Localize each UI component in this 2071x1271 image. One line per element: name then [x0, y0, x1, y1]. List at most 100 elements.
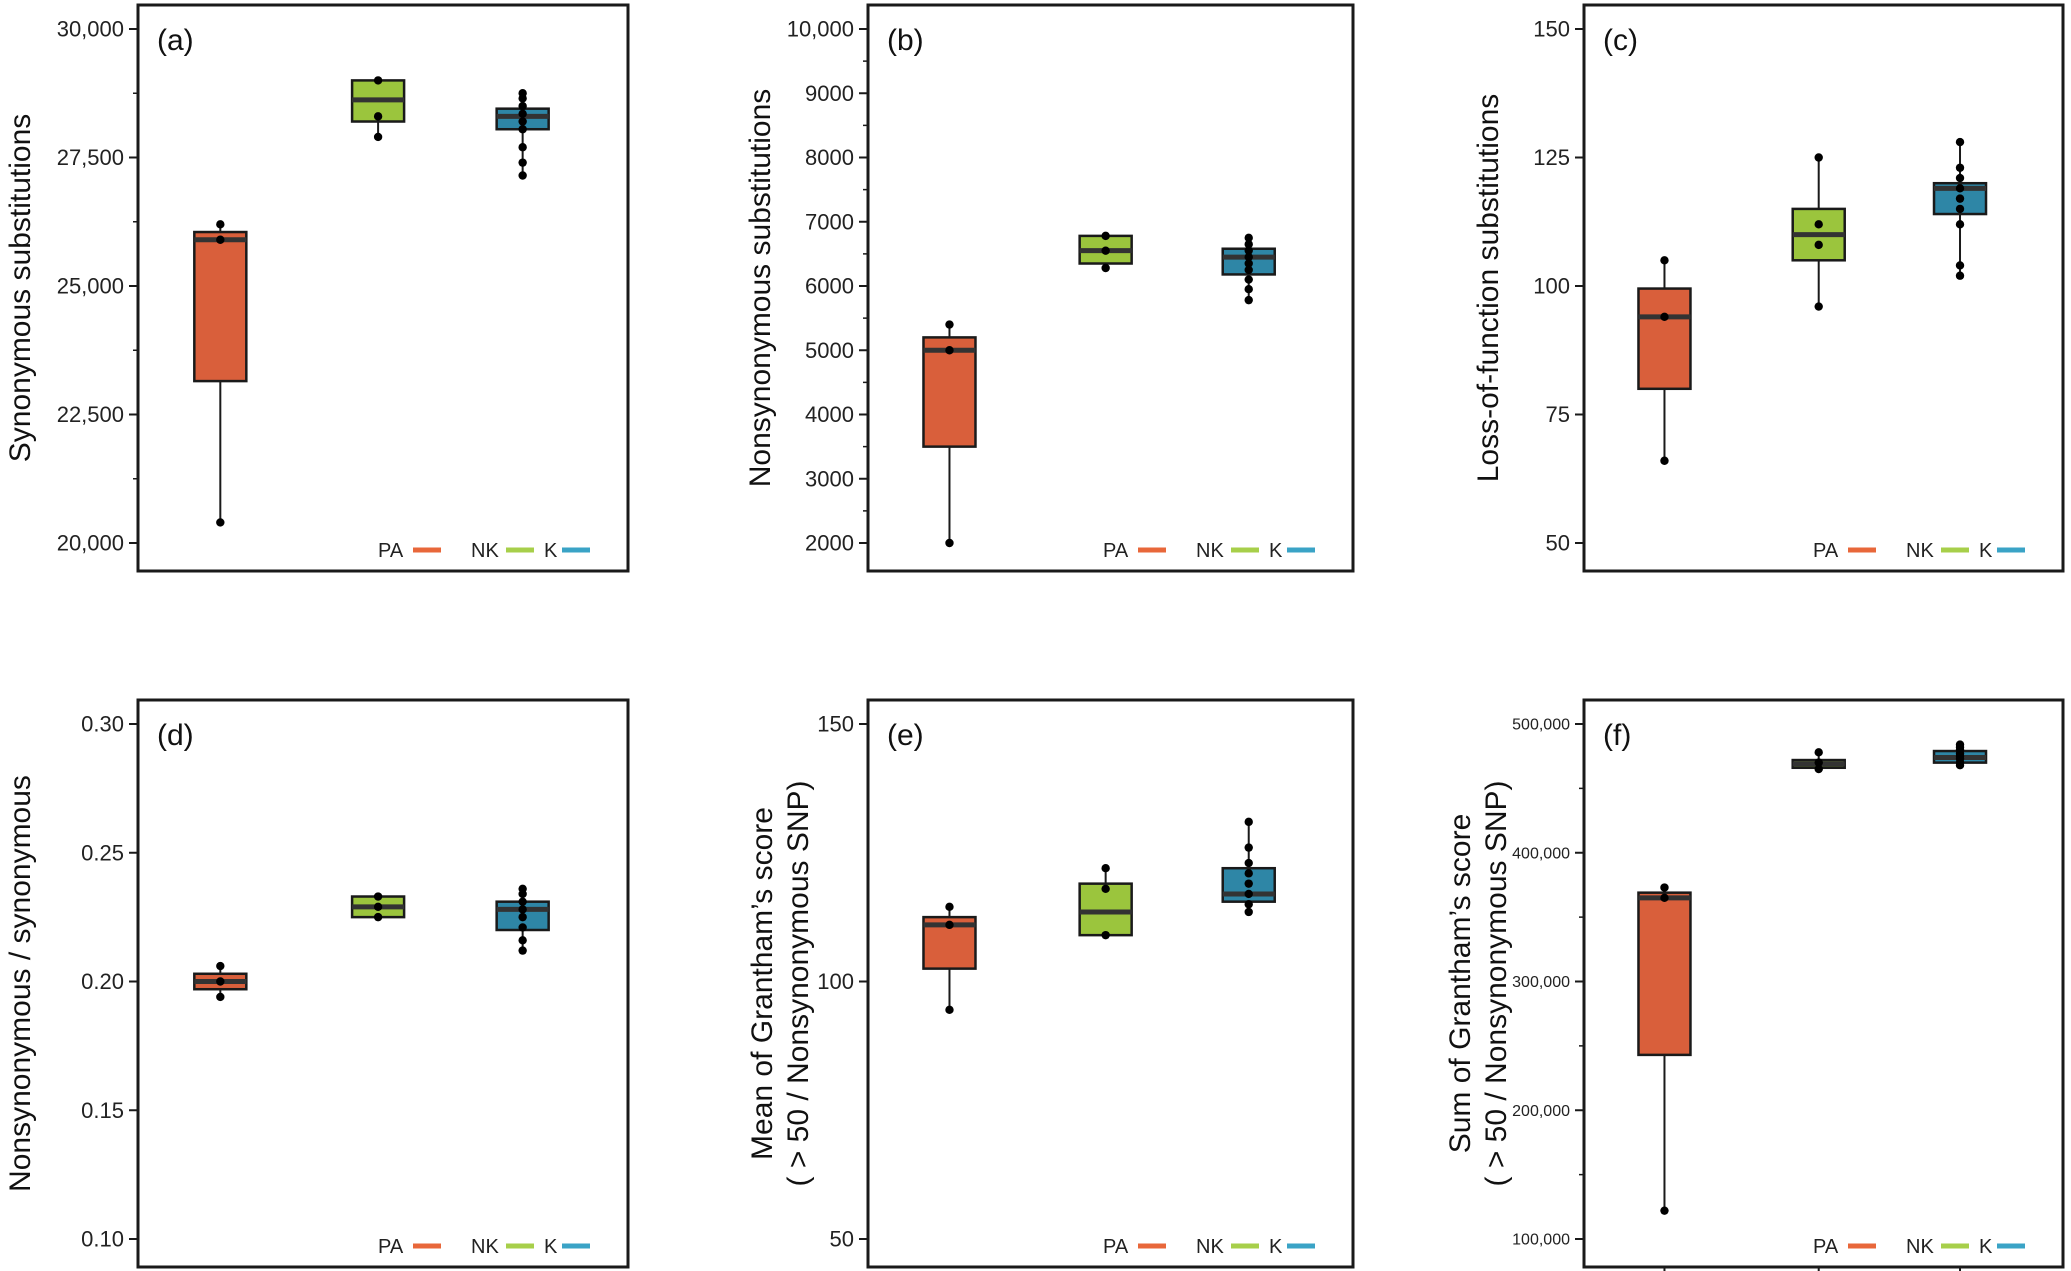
box-NK [350, 76, 406, 142]
y-axis-title: Sum of Grantham’s score [1444, 814, 1477, 1154]
box-K [1221, 817, 1276, 917]
data-point [1244, 285, 1253, 294]
y-tick-label: 500,000 [1512, 717, 1570, 734]
y-tick-label: 5000 [805, 338, 854, 363]
data-point [1101, 231, 1110, 241]
y-tick-label: 0.10 [81, 1227, 124, 1252]
y-tick-label: 2000 [805, 531, 854, 556]
legend-label-nk: NK [471, 540, 499, 562]
chart-panel-f: 100,000 200,000 300,000 400,000 500,000 Sum o… [1444, 698, 2065, 1271]
plot-frame [136, 3, 630, 573]
data-point [518, 109, 527, 119]
y-tick-label: 200,000 [1512, 1103, 1570, 1120]
y-tick-label: 10,000 [787, 17, 854, 42]
data-point [945, 920, 954, 930]
data-point [1955, 740, 1965, 749]
data-point [1814, 153, 1823, 162]
data-point [1101, 884, 1110, 893]
data-point [1955, 163, 1965, 172]
iqr-box [1637, 891, 1692, 1057]
data-point [373, 912, 383, 922]
data-point [1101, 930, 1110, 940]
chart-panel-d: 0.10 0.15 0.20 0.25 0.30 Nonsynonymous / syno… [4, 698, 630, 1269]
data-point [1660, 893, 1669, 903]
y-tick-label: 0.20 [81, 969, 124, 994]
data-point [1955, 220, 1965, 229]
data-point [1244, 275, 1253, 284]
y-tick-label: 50 [830, 1227, 854, 1252]
legend-label-k: K [1269, 1236, 1283, 1258]
y-axis-title: Synonymous substitutions [4, 114, 37, 463]
chart-panel-a: 20,000 22,500 25,000 27,500 30,000 Synonymous… [4, 3, 630, 573]
plot-frame [1582, 698, 2065, 1269]
panel-label: (e) [887, 719, 924, 752]
panel-label: (a) [157, 24, 194, 57]
data-point [1955, 204, 1965, 214]
box-K [1932, 740, 1988, 770]
y-axis-title-line2: ( > 50 / Nonsynonymous SNP) [1480, 780, 1513, 1186]
y-tick-label: 75 [1546, 402, 1570, 427]
data-point [1814, 220, 1823, 229]
box-NK [350, 892, 406, 922]
box-K [495, 89, 550, 180]
data-point [1955, 184, 1965, 193]
y-tick-label: 20,000 [57, 531, 124, 556]
legend-label-k: K [1979, 540, 1993, 562]
data-point [518, 143, 527, 152]
data-point [216, 977, 225, 986]
data-point [1955, 261, 1965, 270]
panel-label: (b) [887, 24, 924, 57]
data-point [518, 171, 527, 180]
data-point [373, 76, 383, 85]
legend-label-k: K [1979, 1236, 1993, 1258]
y-tick-label: 25,000 [57, 274, 124, 299]
data-point [1244, 295, 1253, 305]
data-point [1244, 889, 1253, 899]
data-point [1244, 858, 1253, 868]
data-point [373, 892, 383, 901]
data-point [1244, 869, 1253, 878]
data-point [216, 992, 225, 1002]
legend-label-pa: PA [378, 540, 404, 562]
y-tick-label: 150 [1533, 17, 1570, 42]
data-point [216, 220, 225, 229]
data-point [216, 961, 225, 971]
legend-label-nk: NK [1906, 1236, 1934, 1258]
data-point [1814, 758, 1823, 767]
data-point [1244, 259, 1253, 268]
data-point [945, 320, 954, 329]
box-PA [1637, 256, 1692, 465]
data-point [518, 946, 527, 955]
data-point [1244, 246, 1253, 255]
data-point [1101, 246, 1110, 255]
data-point [518, 125, 527, 134]
data-point [1244, 265, 1253, 275]
data-point [373, 132, 383, 142]
data-point [518, 912, 527, 922]
box-K [1221, 233, 1276, 305]
data-point [1244, 233, 1253, 243]
legend-label-nk: NK [1196, 1236, 1224, 1258]
data-point [373, 112, 383, 121]
box-NK [1791, 153, 1846, 311]
y-tick-label: 0.30 [81, 712, 124, 737]
y-tick-label: 6000 [805, 274, 854, 299]
panel-label: (c) [1603, 24, 1638, 57]
data-point [1955, 137, 1965, 147]
data-point [1244, 240, 1253, 249]
data-point [1660, 456, 1669, 465]
y-tick-label: 27,500 [57, 145, 124, 170]
y-tick-label: 30,000 [57, 17, 124, 42]
box-PA [193, 961, 248, 1002]
y-tick-label: 7000 [805, 209, 854, 234]
chart-panel-b: 2000 3000 4000 5000 6000 7000 8000 9000 10,000 No… [744, 3, 1355, 573]
y-axis-title: Loss-of-function substitutions [1472, 94, 1505, 483]
box-PA [922, 902, 977, 1015]
data-point [518, 897, 527, 906]
y-tick-label: 8000 [805, 145, 854, 170]
data-point [216, 518, 225, 527]
legend-label-pa: PA [1813, 1236, 1839, 1258]
chart-panel-e: 50 100 150 Mean of Grantham’s score( > 50 /… [746, 698, 1355, 1269]
data-point [518, 158, 527, 167]
